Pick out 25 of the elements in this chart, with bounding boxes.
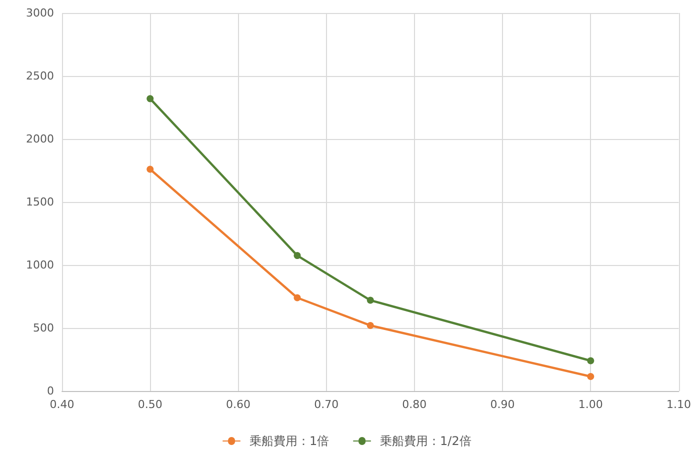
x-tick-label: 0.90 <box>490 398 515 411</box>
y-tick-label: 500 <box>33 322 54 334</box>
point <box>146 166 154 173</box>
y-tick-label: 2000 <box>26 132 54 146</box>
y-tick-label: 3000 <box>26 6 54 20</box>
point <box>146 95 154 102</box>
x-tick-label: 1.10 <box>666 398 692 411</box>
x-tick-label: 0.50 <box>138 398 162 411</box>
point <box>294 294 301 302</box>
legend-label: 乗船費用：1/2倍 <box>380 434 472 448</box>
y-tick-label: 1500 <box>26 196 54 208</box>
x-tick-label: 0.60 <box>226 398 250 411</box>
y-tick-label: 2500 <box>26 70 54 82</box>
x-tick-label: 0.80 <box>402 398 427 411</box>
legend-label: 乗船費用：1倍 <box>250 434 330 448</box>
x-tick-label: 0.40 <box>50 398 74 411</box>
x-tick-label: 1.00 <box>578 398 603 411</box>
x-tick-label: 0.70 <box>314 398 339 411</box>
y-tick-label: 0 <box>47 384 54 398</box>
point <box>587 373 594 380</box>
point <box>294 252 301 260</box>
point <box>366 296 374 304</box>
point <box>587 357 594 364</box>
point <box>366 322 374 329</box>
y-tick-label: 1000 <box>26 258 54 272</box>
